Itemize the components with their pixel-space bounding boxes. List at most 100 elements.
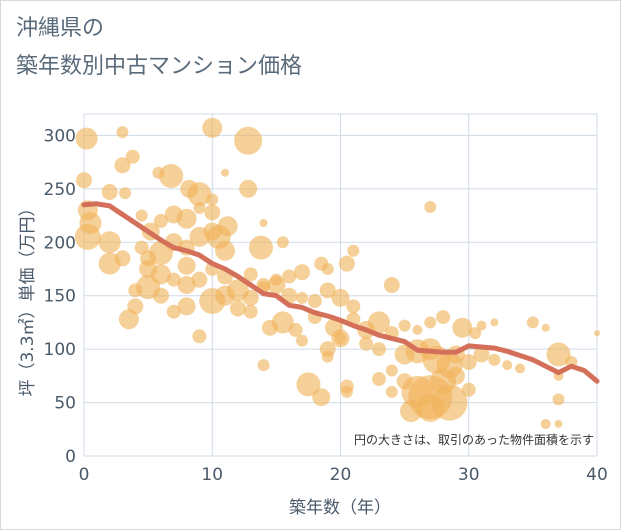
bubble-point xyxy=(193,202,206,215)
bubble-point xyxy=(541,323,550,332)
bubble-point xyxy=(334,332,347,345)
x-tick-label: 20 xyxy=(330,465,352,485)
bubble-point xyxy=(452,317,473,338)
bubble-point xyxy=(166,272,181,287)
bubble-point xyxy=(526,316,539,329)
bubble-point xyxy=(192,329,207,344)
bubble-point xyxy=(98,252,121,275)
bubble-point xyxy=(296,291,309,304)
bubble-point xyxy=(152,287,169,304)
tick-layer: 0 50 100 150 200 250 300 0 10 20 30 40 xyxy=(44,126,608,485)
trend-line xyxy=(81,201,600,384)
bubble-point xyxy=(359,336,374,351)
bubble-point xyxy=(177,276,196,294)
bubble-point xyxy=(125,149,140,164)
bubble-point xyxy=(276,236,289,249)
bubble-point xyxy=(436,310,451,325)
x-tick-label: 10 xyxy=(201,465,223,485)
bubble-point xyxy=(177,256,196,275)
bubble-point xyxy=(296,334,309,347)
bubble-point xyxy=(114,157,131,174)
bubble-size-note: 円の大きさは、取引のあった物件面積を示す xyxy=(354,432,594,447)
y-axis-label: 坪（3.3㎡）単価（万円） xyxy=(18,199,38,396)
bubble-point xyxy=(552,393,565,406)
y-tick-label: 100 xyxy=(44,340,76,360)
bubble-point xyxy=(74,223,101,250)
bubble-point xyxy=(346,299,361,314)
bubble-point xyxy=(473,346,490,363)
bubble-point xyxy=(424,316,437,329)
bubble-point xyxy=(159,163,184,188)
bubble-point xyxy=(177,297,196,316)
bubble-point xyxy=(119,187,132,200)
bubble-point xyxy=(202,117,223,138)
bubble-point xyxy=(338,255,355,272)
grid-layer xyxy=(83,113,598,457)
bubble-point xyxy=(371,342,386,357)
bubble-point xyxy=(248,235,273,260)
bubble-point xyxy=(307,294,322,309)
bubble-point xyxy=(319,282,336,299)
bubble-point xyxy=(312,388,331,407)
bubble-point xyxy=(204,204,221,221)
bubble-point xyxy=(540,418,551,429)
bubble-point xyxy=(243,267,258,282)
y-tick-label: 0 xyxy=(65,447,76,467)
bubble-point xyxy=(229,300,246,317)
bubble-point xyxy=(347,244,360,257)
bubble-point xyxy=(515,363,526,374)
chart-title-line1: 沖縄県の xyxy=(16,16,105,41)
bubble-point xyxy=(271,311,294,334)
bubble-point xyxy=(176,208,197,229)
bubble-point xyxy=(385,364,398,377)
x-tick-label: 40 xyxy=(586,465,608,485)
bubble-point xyxy=(385,385,398,398)
bubble-point xyxy=(461,382,476,397)
bubble-point xyxy=(101,184,118,201)
bubble-point xyxy=(424,200,437,213)
chart-title-line2: 築年数別中古マンション価格 xyxy=(16,54,303,79)
bubble-point xyxy=(259,219,268,228)
bubble-point xyxy=(469,327,482,340)
bubble-point xyxy=(75,127,98,150)
bubble-point xyxy=(294,264,311,281)
bubble-point xyxy=(446,366,465,385)
y-tick-label: 300 xyxy=(44,126,76,146)
bubble-point xyxy=(367,311,390,334)
bubble-point xyxy=(76,172,92,189)
bubble-point xyxy=(215,240,236,261)
x-tick-label: 30 xyxy=(458,465,480,485)
bubble-point xyxy=(187,182,212,207)
bubble-point xyxy=(321,262,334,275)
bubble-point xyxy=(282,269,297,284)
x-axis-label: 築年数（年） xyxy=(289,498,391,518)
bubble-point xyxy=(340,385,353,398)
bubble-point xyxy=(296,372,321,397)
bubble-point xyxy=(490,318,499,327)
y-tick-label: 250 xyxy=(44,180,76,200)
bubble-point xyxy=(288,322,303,337)
bubble-point xyxy=(234,126,263,155)
bubble-point xyxy=(546,342,571,367)
bubble-point xyxy=(116,126,129,139)
bubble-point xyxy=(371,372,386,387)
bubble-layer xyxy=(74,117,600,429)
bubble-point xyxy=(166,304,181,319)
bubble-point xyxy=(416,393,445,422)
bubble-point xyxy=(135,209,148,222)
y-tick-label: 50 xyxy=(54,394,76,414)
bubble-point xyxy=(239,179,258,198)
bubble-point xyxy=(257,359,270,372)
bubble-point xyxy=(267,276,286,294)
bubble-point xyxy=(221,168,230,177)
bubble-point xyxy=(153,213,168,228)
bubble-point xyxy=(331,288,350,307)
y-tick-label: 150 xyxy=(44,287,76,307)
bubble-point xyxy=(594,330,600,337)
bubble-point xyxy=(321,350,334,363)
bubble-point xyxy=(98,231,121,254)
bubble-point xyxy=(242,289,259,306)
bubble-point xyxy=(206,193,219,206)
bubble-point xyxy=(554,419,563,428)
